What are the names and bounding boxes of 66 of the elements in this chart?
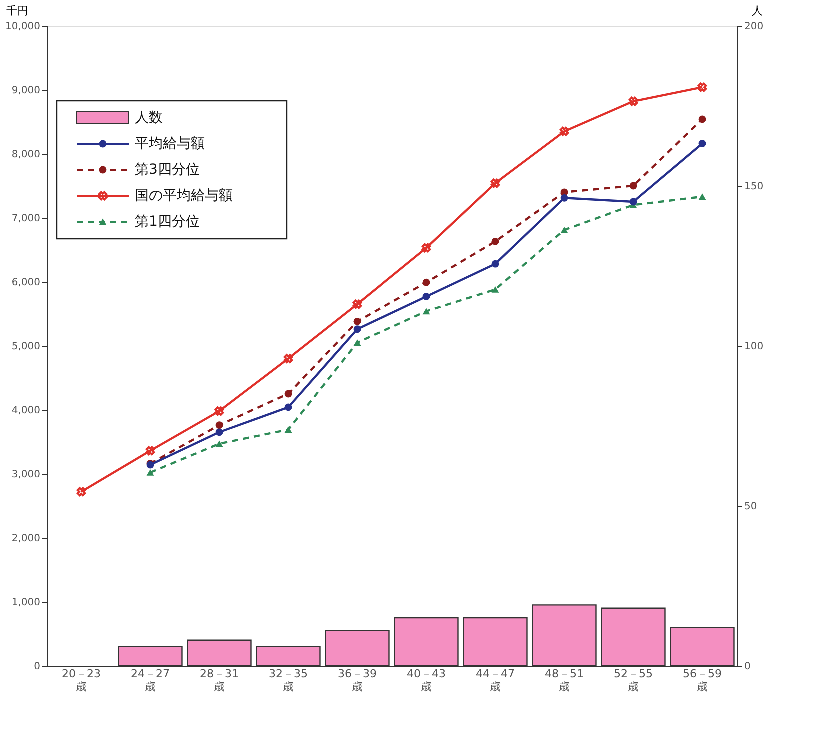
y2-tick-label: 50 [744,502,758,512]
y2-tick-label: 100 [744,342,764,352]
point [630,182,638,190]
point [698,194,706,200]
point [698,82,708,92]
point [560,194,568,202]
point [352,300,362,310]
legend-label: 第3四分位 [135,162,200,178]
point [698,116,706,124]
point [284,404,292,412]
y2-tick-label: 150 [744,182,764,192]
x-tick-label: 52－55 歳 [614,668,653,694]
point [354,340,362,346]
y-axis-title: 千円 [6,4,28,18]
legend-label: 平均給与額 [135,136,205,152]
y-tick-label: 0 [34,662,40,672]
x-tick-label: 32－35 歳 [269,668,308,694]
point [146,470,154,476]
point [146,446,156,456]
point [284,354,294,364]
legend-label: 第1四分位 [135,214,200,230]
point [492,286,500,293]
y-tick-label: 1,000 [12,598,40,608]
y-tick-label: 5,000 [12,342,40,352]
legend-label: 国の平均給与額 [135,188,233,204]
point [628,96,638,106]
point [560,126,570,136]
x-tick-label: 56－59 歳 [683,668,722,694]
point [422,308,430,315]
x-tick-label: 24－27 歳 [131,668,170,694]
y-tick-label: 10,000 [6,22,40,32]
y-tick-label: 6,000 [12,278,40,288]
point [490,178,500,188]
point [216,422,224,430]
point [422,278,430,286]
point [422,293,430,300]
point [76,487,86,497]
y-tick-label: 9,000 [12,86,40,96]
point [216,440,224,448]
point [284,390,292,398]
y-tick-label: 3,000 [12,470,40,480]
y2-tick-label: 0 [744,662,751,672]
y-tick-label: 4,000 [12,406,40,416]
point [284,426,292,434]
x-tick-label: 36－39 歳 [338,668,377,694]
point [492,260,500,268]
x-tick-label: 40－43 歳 [407,668,446,694]
y-tick-label: 7,000 [12,214,40,224]
y-tick-label: 8,000 [12,150,40,160]
x-tick-label: 44－47 歳 [476,668,515,694]
point [492,238,500,246]
point [354,318,362,326]
legend-label: 人数 [135,110,163,126]
point [630,198,638,206]
point [422,243,432,253]
x-tick-label: 20－23 歳 [62,668,101,694]
point [354,326,362,334]
x-tick-label: 28－31 歳 [200,668,239,694]
point [560,226,568,234]
y-tick-label: 2,000 [12,534,40,544]
y2-axis-title: 人 [752,4,763,18]
point [216,428,224,436]
point [214,406,224,416]
point [698,140,706,148]
x-tick-label: 48－51 歳 [545,668,584,694]
y2-tick-label: 200 [744,22,764,32]
